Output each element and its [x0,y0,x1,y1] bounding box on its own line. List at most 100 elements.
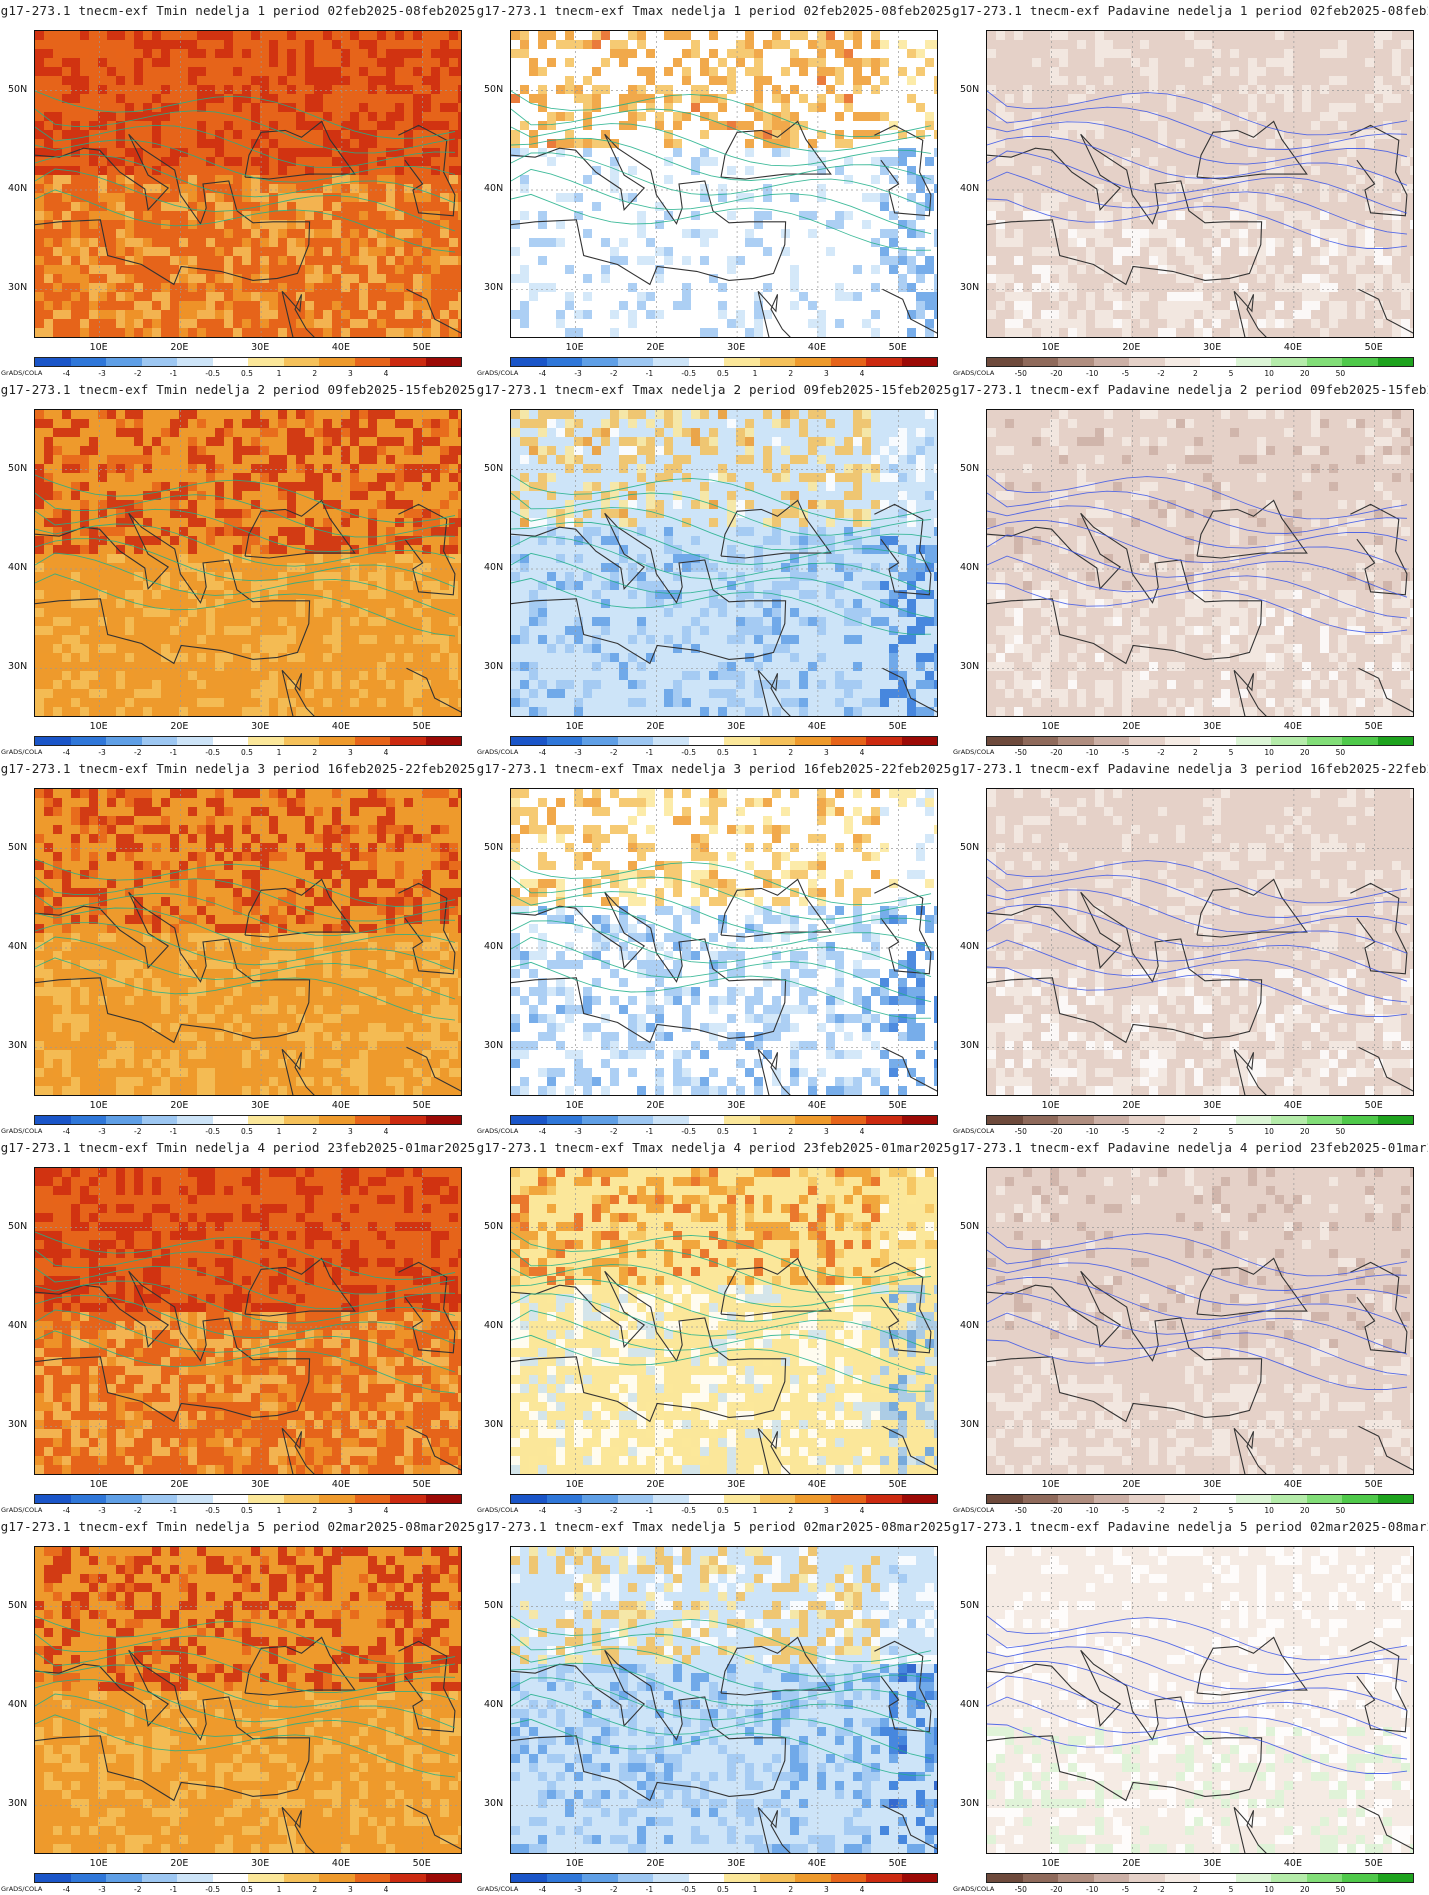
colorbar-label: -3 [98,1506,106,1515]
colorbar-label: 10 [1264,1127,1274,1136]
colorbar-swatch [617,1495,653,1503]
colorbar-label: 2 [1193,748,1198,757]
anomaly-field [35,1547,461,1853]
colorbar-swatch [1377,358,1413,366]
colorbar-swatch [283,1495,319,1503]
lon-label: 10E [89,342,108,353]
colorbar-label: -3 [98,369,106,378]
colorbar-label: -50 [1014,748,1027,757]
colorbar-swatch [582,358,618,366]
colorbar-label: -10 [1086,369,1099,378]
map-area [34,30,462,338]
colorbar-label: 10 [1264,369,1274,378]
colorbar-swatch [1058,358,1094,366]
colorbar-swatch [724,358,760,366]
colorbar-label: 3 [824,1506,829,1515]
colorbar-label: 4 [859,1127,865,1136]
colorbar-swatch [177,1874,213,1882]
colorbar-label: 3 [348,369,353,378]
colorbar-swatch [70,737,106,745]
colorbar-label: 4 [859,748,865,757]
contour-lines [511,858,932,1019]
colorbar-swatch [70,1116,106,1124]
colorbar-label: -4 [538,1885,547,1894]
colorbar-label: 2 [1193,1127,1198,1136]
colorbar-label: -3 [574,1885,582,1894]
colorbar-label: 20 [1300,1885,1310,1894]
panel-title: g17-273.1 tnecm-exf Tmax nedelja 2 perio… [476,382,952,397]
colorbar-swatch [724,1874,760,1882]
colorbar-swatch [70,358,106,366]
coastline [987,878,1413,1095]
colorbar-label: 2 [312,1127,318,1136]
lon-label: 50E [888,1858,907,1869]
lat-label: 50N [960,462,980,474]
colorbar-swatch [1129,737,1165,745]
colorbar-label: 4 [383,1127,389,1136]
colorbar-swatch [425,1495,461,1503]
map-panel-padavine-week-4: g17-273.1 tnecm-exf Padavine nedelja 4 p… [952,1137,1428,1516]
panel-title: g17-273.1 tnecm-exf Padavine nedelja 5 p… [952,1519,1428,1534]
lon-label: 50E [412,1100,431,1111]
lon-label: 20E [646,1858,665,1869]
colorbar-swatch [901,1495,937,1503]
colorbar-label: -1 [645,1885,654,1894]
lon-label: 20E [170,1858,189,1869]
lat-label: 40N [960,561,980,573]
colorbar-swatch [1093,737,1129,745]
colorbar-swatch [354,1116,390,1124]
colorbar-swatch [141,1116,177,1124]
colorbar-label: -0.5 [681,1506,696,1515]
colorbar-label: -5 [1121,1885,1130,1894]
colorbar-label: 1 [752,1506,758,1515]
colorbar-label: -1 [169,369,178,378]
lat-label: 40N [484,1319,504,1331]
colorbar-swatch [390,358,426,366]
colorbar-swatch [1306,358,1342,366]
colorbar-swatch [212,1116,248,1124]
colorbar-label: 50 [1335,1506,1346,1515]
map-panel-padavine-week-5: g17-273.1 tnecm-exf Padavine nedelja 5 p… [952,1516,1428,1895]
colorbar-label: -0.5 [205,369,220,378]
panel-title: g17-273.1 tnecm-exf Padavine nedelja 4 p… [952,1140,1428,1155]
anomaly-field [511,789,937,1095]
lat-label: 30N [484,1798,504,1810]
grads-credit: GrADS/COLA [953,1127,995,1135]
colorbar-label: 50 [1335,1127,1346,1136]
colorbar-label: -0.5 [205,748,220,757]
colorbar-label: 1 [276,1127,282,1136]
panel-title: g17-273.1 tnecm-exf Tmax nedelja 5 perio… [476,1519,952,1534]
lat-label: 30N [484,282,504,294]
lon-label: 10E [565,342,584,353]
colorbar-label: -0.5 [205,1506,220,1515]
colorbar-swatch [795,1495,831,1503]
colorbar-swatch [1342,1495,1378,1503]
lat-label: 40N [484,182,504,194]
map-panel-tmin-week-5: g17-273.1 tnecm-exf Tmin nedelja 5 perio… [0,1516,476,1895]
lat-label: 50N [8,462,28,474]
lon-label: 10E [89,721,108,732]
colorbar-label: -2 [134,1885,142,1894]
lon-label: 20E [646,721,665,732]
colorbar-label: 0.5 [241,1506,253,1515]
lon-label: 40E [331,1858,350,1869]
colorbar-swatch [866,358,902,366]
colorbar-swatch [901,1874,937,1882]
colorbar-label: -2 [1157,1506,1165,1515]
lon-label: 20E [170,1100,189,1111]
colorbar-swatch [830,358,866,366]
map-panel-tmax-week-1: g17-273.1 tnecm-exf Tmax nedelja 1 perio… [476,0,952,379]
colorbar-swatch [901,737,937,745]
colorbar-label: -10 [1086,1885,1099,1894]
colorbar-label: 5 [1228,1885,1234,1894]
colorbar-swatch [1164,1495,1200,1503]
colorbar-label: -0.5 [205,1885,220,1894]
colorbar-swatch [511,1116,547,1124]
colorbar-swatch [511,1874,547,1882]
colorbar-label: -0.5 [205,1127,220,1136]
colorbar-label: -50 [1014,1127,1027,1136]
lon-label: 20E [1122,342,1141,353]
colorbar-label: 2 [312,748,318,757]
colorbar-swatch [212,737,248,745]
grads-credit: GrADS/COLA [1,1127,43,1135]
